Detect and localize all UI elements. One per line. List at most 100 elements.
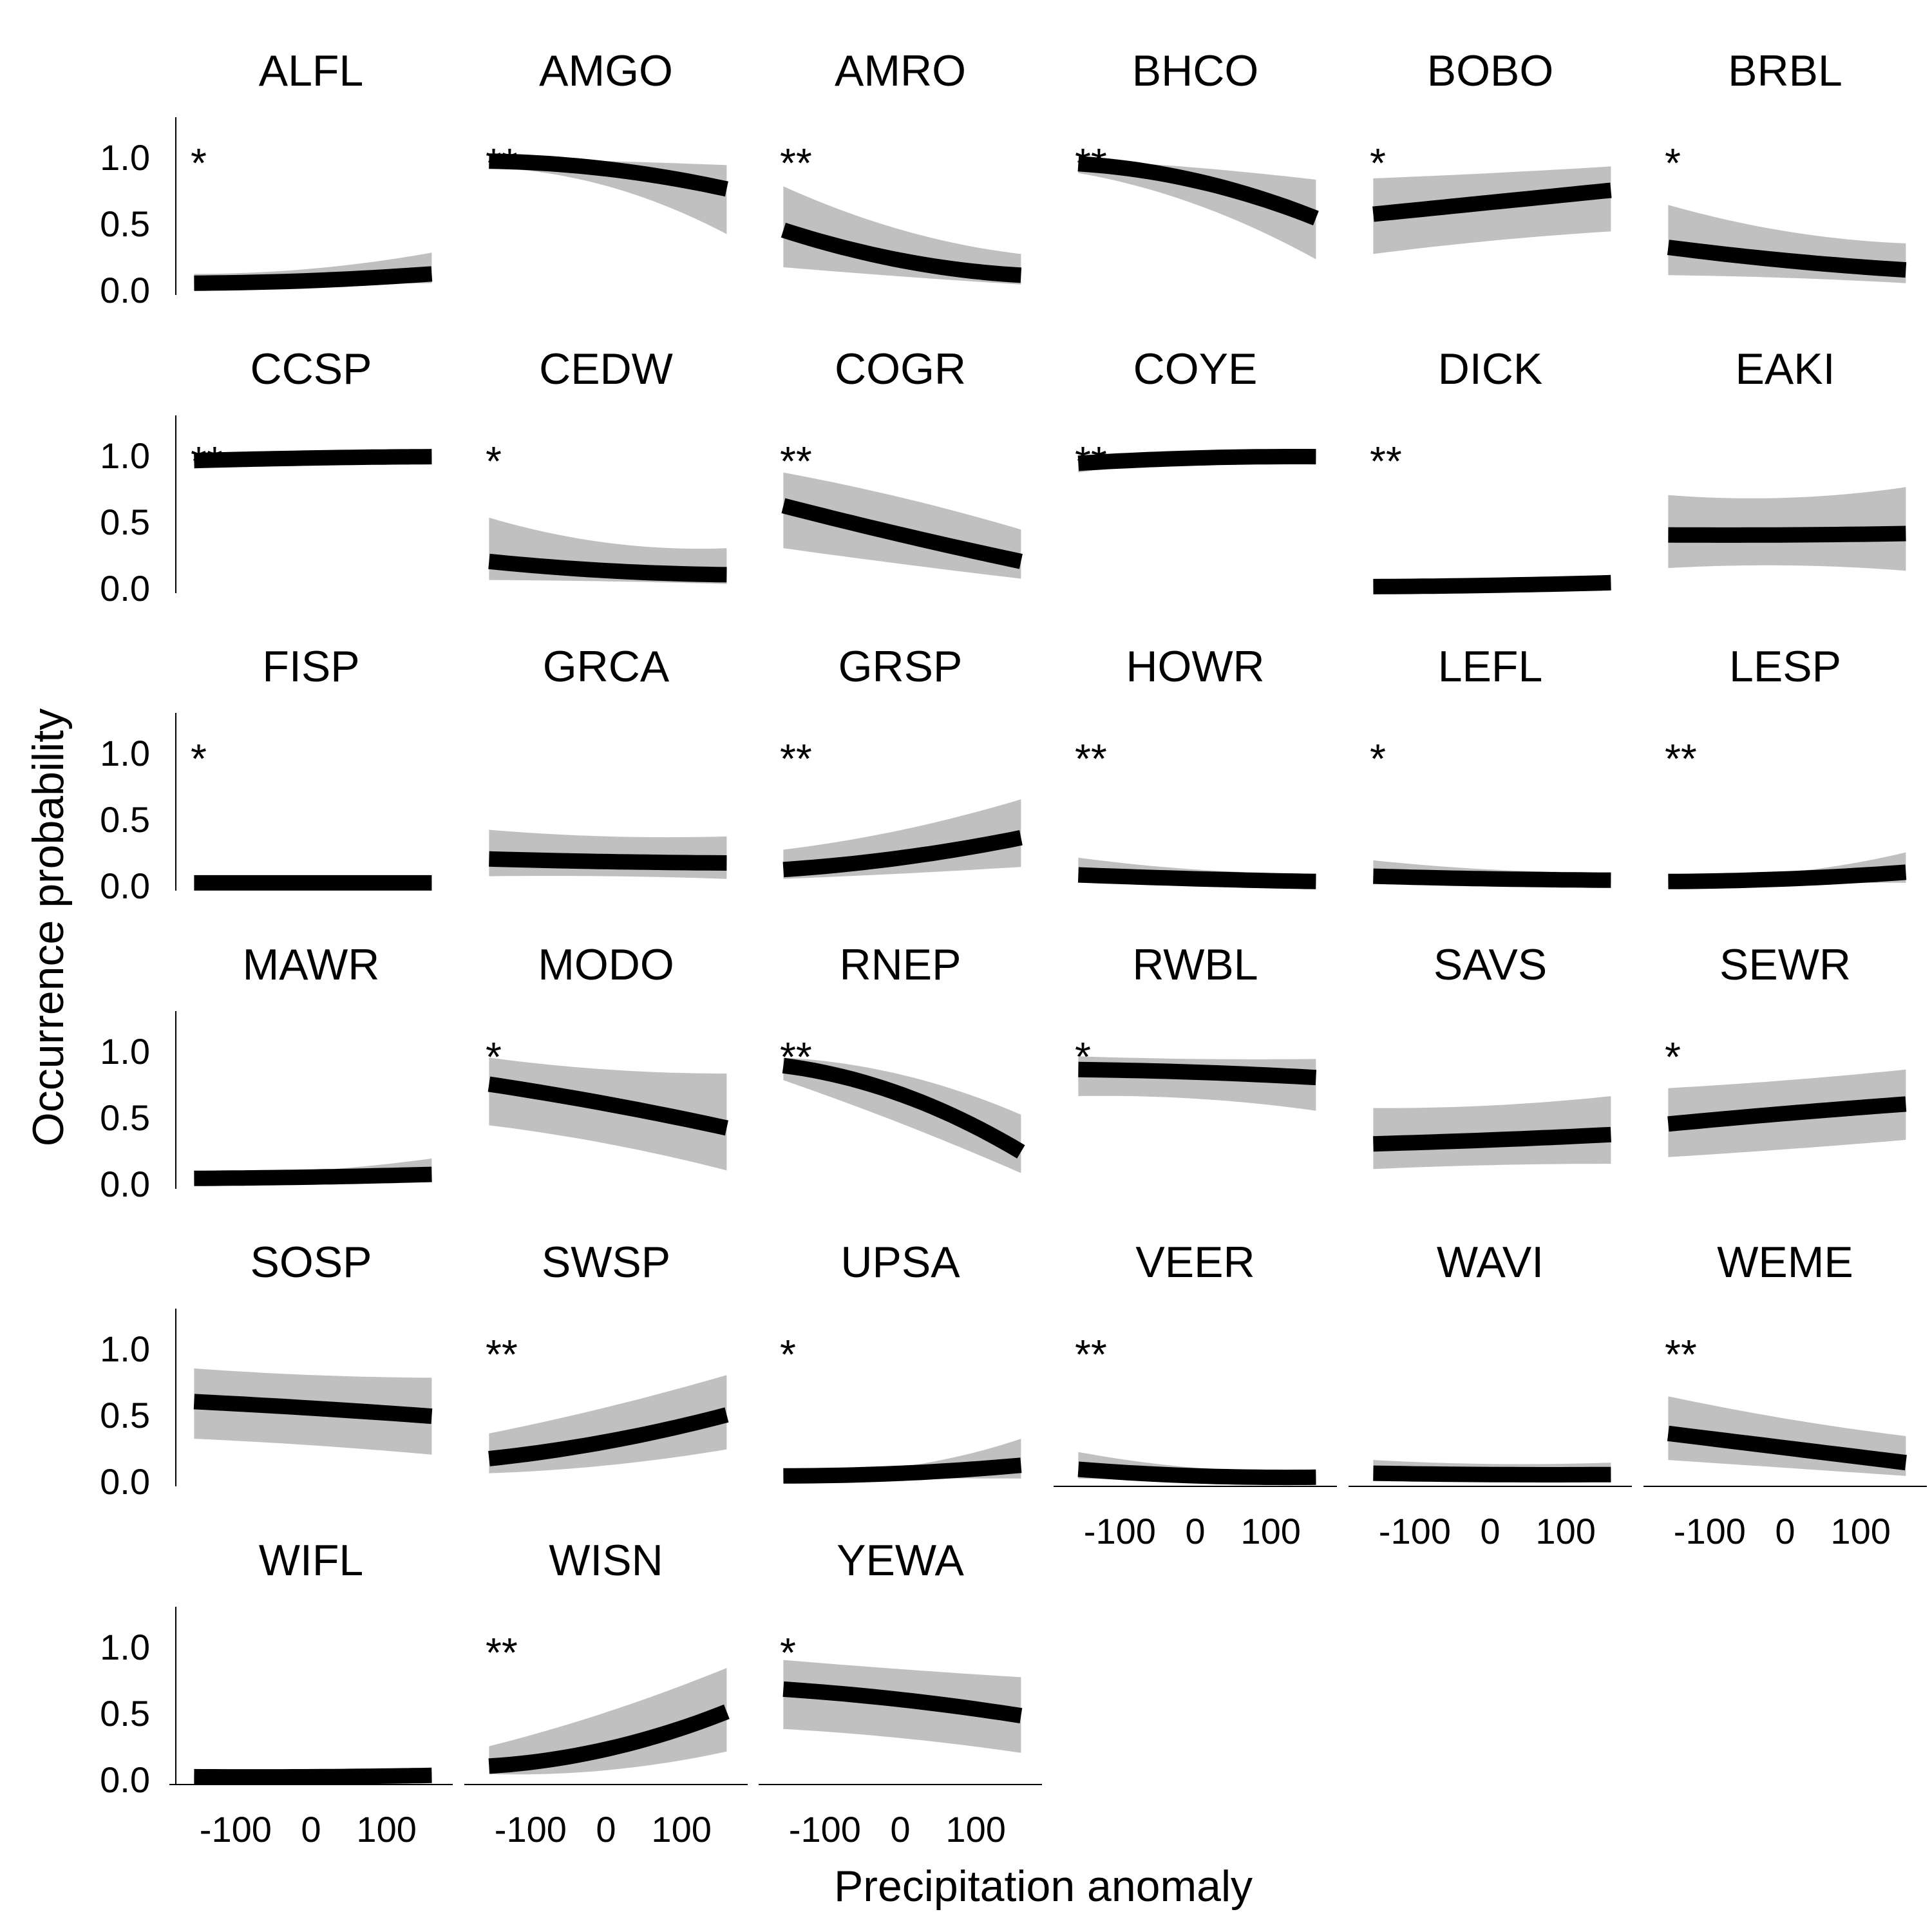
panel-title: WAVI: [1437, 1238, 1544, 1287]
x-tick-label: 0: [1480, 1511, 1500, 1551]
panel-ccsp: CCSP**0.00.51.0: [100, 345, 432, 609]
panel-bobo: BOBO*: [1370, 46, 1612, 254]
y-tick-label: 0.0: [100, 866, 150, 906]
fitted-line: [783, 1457, 1022, 1484]
fitted-line: [1077, 449, 1316, 471]
panel-title: MODO: [538, 940, 674, 989]
panel-title: RNEP: [840, 940, 961, 989]
fitted-line: [194, 449, 432, 469]
panel-title: DICK: [1438, 345, 1542, 393]
panel-swsp: SWSP **: [486, 1238, 729, 1473]
fitted-line: [488, 553, 727, 583]
x-tick-label: 0: [1775, 1511, 1795, 1551]
x-tick-label: -100: [1084, 1511, 1156, 1551]
fitted-line: [1373, 1126, 1611, 1152]
panel-title: CEDW: [539, 345, 673, 393]
panel-yewa: YEWA*-100 0 100: [759, 1536, 1042, 1850]
fitted-line: [488, 1076, 728, 1136]
x-tick-label: -100: [1379, 1511, 1451, 1551]
fitted-line: [1668, 526, 1906, 543]
panel-title: YEWA: [837, 1536, 964, 1585]
panel-coye: COYE**: [1075, 345, 1316, 484]
panel-wifl: WIFL 0.0 0.5 1.0 -100 0 100: [100, 1536, 453, 1850]
x-tick-label: 100: [1830, 1511, 1890, 1551]
panel-veer: VEER ** -100 0 100: [1054, 1238, 1337, 1551]
panel-upsa: UPSA *: [780, 1238, 1022, 1484]
panel-title: BHCO: [1132, 46, 1258, 95]
panel-title: HOWR: [1126, 642, 1264, 691]
panel-dick: DICK **: [1370, 345, 1611, 594]
confidence-band: [1078, 160, 1316, 260]
fitted-line: [1373, 1465, 1611, 1482]
panel-title: UPSA: [840, 1238, 960, 1287]
significance-marker: **: [1665, 1331, 1697, 1378]
x-tick-label: 0: [1185, 1511, 1205, 1551]
y-tick-label: 0.0: [100, 1759, 150, 1800]
significance-marker: **: [486, 1331, 518, 1378]
panel-title: GRSP: [838, 642, 963, 691]
panel-title: SOSP: [251, 1238, 372, 1287]
panel-title: COGR: [835, 345, 966, 393]
y-axis-title: Occurrence probability: [24, 708, 73, 1146]
panel-title: CCSP: [251, 345, 372, 393]
x-tick-label: -100: [200, 1809, 272, 1850]
panel-lesp: LESP **: [1665, 642, 1907, 889]
panel-title: WEME: [1717, 1238, 1853, 1287]
x-tick-label: 100: [945, 1809, 1005, 1850]
x-tick-label: -100: [495, 1809, 567, 1850]
panel-fisp: FISP * 0.0 0.5 1.0: [100, 642, 432, 906]
fitted-line: [489, 153, 728, 197]
panel-title: ALFL: [259, 46, 364, 95]
fitted-line: [193, 1394, 433, 1425]
panel-wisn: WISN ** -100 0 100: [464, 1536, 748, 1850]
y-tick-label: 0.5: [100, 799, 150, 840]
significance-marker: **: [1370, 438, 1402, 484]
panel-grca: GRCA: [489, 642, 727, 879]
confidence-band: [1373, 166, 1611, 254]
x-tick-label: 0: [301, 1809, 321, 1850]
fitted-line: [1077, 156, 1319, 225]
panel-title: LESP: [1729, 642, 1841, 691]
panel-title: AMRO: [835, 46, 966, 95]
significance-marker: *: [1665, 1034, 1681, 1080]
fitted-line: [194, 1767, 432, 1785]
y-tick-label: 1.0: [100, 435, 150, 476]
y-tick-label: 1.0: [100, 1329, 150, 1369]
panel-eaki: EAKI: [1668, 345, 1906, 571]
y-tick-label: 0.0: [100, 1164, 150, 1204]
fitted-line: [1667, 240, 1907, 278]
panel-cedw: CEDW *: [486, 345, 727, 584]
panel-title: FISP: [262, 642, 359, 691]
significance-marker: *: [486, 438, 502, 484]
y-tick-label: 1.0: [100, 137, 150, 178]
fitted-line: [1667, 1096, 1907, 1132]
panel-alfl: ALFL * 0.0 0.5 1.0: [100, 46, 433, 310]
y-tick-label: 0.5: [100, 1693, 150, 1734]
panel-sosp: SOSP 0.0 0.5 1.0: [100, 1238, 433, 1502]
y-tick-label: 0.0: [100, 270, 150, 310]
fitted-line: [1667, 1425, 1907, 1471]
panel-title: SEWR: [1719, 940, 1851, 989]
x-tick-label: 100: [356, 1809, 416, 1850]
fitted-line: [1372, 182, 1612, 222]
significance-marker: *: [1665, 140, 1681, 186]
significance-marker: **: [1075, 735, 1107, 782]
panel-brbl: BRBL *: [1665, 46, 1907, 283]
fitted-line: [782, 830, 1023, 878]
x-tick-label: 0: [596, 1809, 616, 1850]
panel-bhco: BHCO**: [1075, 46, 1319, 260]
panel-rwbl: RWBL*: [1075, 940, 1317, 1111]
confidence-band: [783, 1057, 1021, 1173]
panel-title: VEER: [1135, 1238, 1255, 1287]
panel-title: RWBL: [1132, 940, 1258, 989]
significance-marker: **: [780, 140, 812, 186]
panel-title: LEFL: [1438, 642, 1543, 691]
fitted-line: [781, 498, 1023, 569]
significance-marker: **: [1075, 1331, 1107, 1378]
x-tick-label: -100: [789, 1809, 861, 1850]
y-tick-label: 0.5: [100, 1097, 150, 1138]
panel-title: SAVS: [1434, 940, 1547, 989]
panel-amro: AMRO **: [780, 46, 1022, 285]
fitted-line: [489, 851, 727, 871]
